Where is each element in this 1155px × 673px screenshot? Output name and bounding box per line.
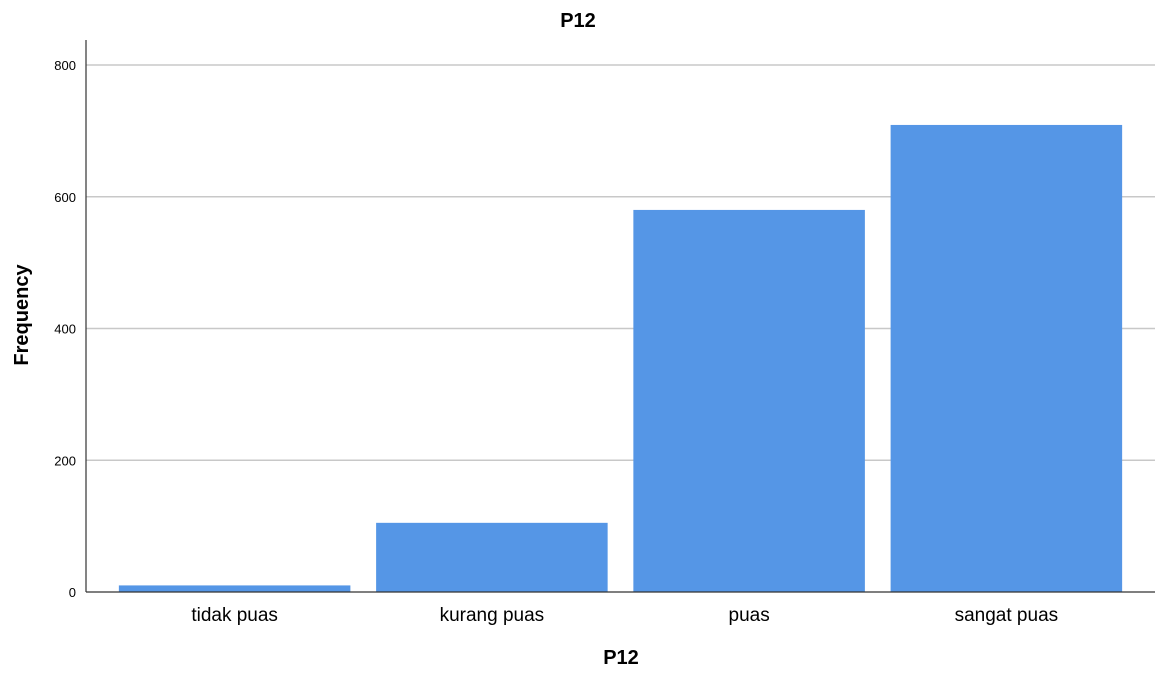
y-tick-label: 200 (54, 453, 76, 468)
x-tick-label: puas (729, 605, 770, 626)
axes (85, 40, 1155, 593)
chart-title: P12 (560, 10, 596, 32)
y-axis-title: Frequency (11, 264, 33, 366)
bar-puas (633, 209, 865, 593)
bar-sangat-puas (890, 124, 1123, 592)
y-tick-labels: 0 200 400 600 800 (54, 58, 76, 600)
x-tick-label: kurang puas (440, 605, 545, 626)
bars (118, 124, 1123, 593)
y-tick-label: 400 (54, 322, 76, 337)
x-tick-label: tidak puas (191, 605, 278, 626)
y-tick-label: 800 (54, 58, 76, 73)
y-tick-label: 600 (54, 190, 76, 205)
bar-tidak-puas (118, 585, 351, 592)
x-tick-label: sangat puas (955, 605, 1059, 626)
x-axis-title: P12 (603, 647, 639, 669)
y-tick-label: 0 (69, 585, 76, 600)
bar-kurang-puas (376, 522, 608, 592)
x-tick-labels: tidak puas kurang puas puas sangat puas (191, 605, 1058, 626)
